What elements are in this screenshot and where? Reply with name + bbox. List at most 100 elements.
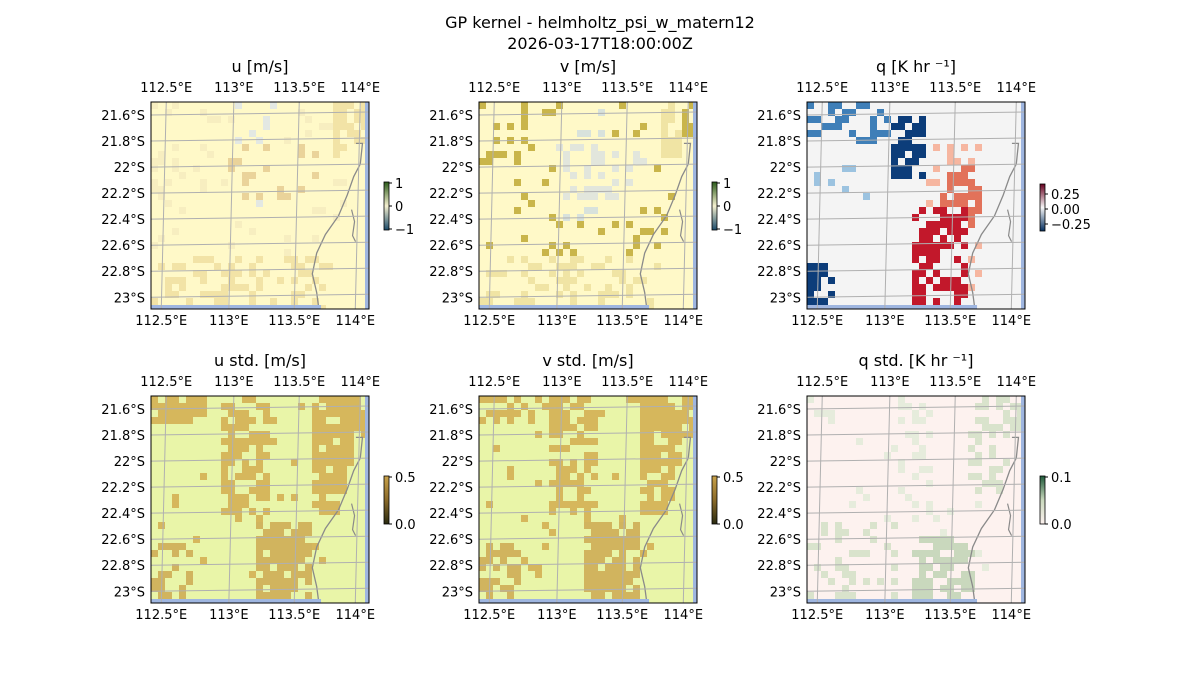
heatmap-cell [605, 291, 612, 298]
lon-tick-label-bottom: 113°E [537, 608, 577, 623]
colorbar: 1 0 −1 [383, 177, 414, 238]
heatmap-cell [319, 480, 326, 487]
heatmap-cell [249, 473, 256, 480]
heatmap-cell [228, 452, 235, 459]
heatmap-cell [193, 410, 200, 417]
heatmap-cell [912, 256, 919, 263]
lon-tick-label-bottom: 112.5°E [463, 314, 515, 329]
heatmap-cell [675, 151, 682, 158]
heatmap-cell [626, 221, 633, 228]
heatmap-cell [235, 102, 242, 109]
lon-tick-label-top: 114°E [669, 375, 709, 390]
parallel-line [151, 587, 369, 592]
heatmap-cell [577, 396, 584, 403]
parallel-line [151, 267, 369, 272]
heatmap-cell [354, 410, 361, 417]
heatmap-cell [968, 221, 975, 228]
heatmap-cell [479, 557, 486, 564]
heatmap-cell [151, 165, 158, 172]
heatmap-cell [940, 277, 947, 284]
heatmap-cell [361, 417, 368, 424]
heatmap-cell [682, 123, 689, 130]
lon-tick-label-top: 112.5°E [140, 81, 192, 96]
heatmap-cell [863, 494, 870, 501]
heatmap-cell [277, 585, 284, 592]
heatmap-cell [312, 431, 319, 438]
island-outline [678, 503, 685, 536]
heatmap-cell [340, 473, 347, 480]
heatmap-cell [228, 284, 235, 291]
heatmap-cell [640, 473, 647, 480]
heatmap-cell [989, 480, 996, 487]
colorbar-scale [711, 181, 718, 231]
heatmap-cell [340, 445, 347, 452]
heatmap-cell [870, 130, 877, 137]
heatmap-cell [549, 214, 556, 221]
heatmap-cell [605, 543, 612, 550]
heatmap-cell [158, 263, 165, 270]
heatmap-cell [479, 298, 486, 305]
heatmap-cell [968, 585, 975, 592]
heatmap-cell [500, 543, 507, 550]
heatmap-cell [549, 109, 556, 116]
heatmap-cell [905, 431, 912, 438]
heatmap-cell [619, 550, 626, 557]
axes-frame [806, 395, 1026, 604]
parallel-line [479, 587, 697, 592]
heatmap-cell [298, 529, 305, 536]
heatmap-cell [249, 487, 256, 494]
lat-tick-label: 22.6°S [101, 533, 145, 548]
heatmap-cell [912, 417, 919, 424]
heatmap-cell [333, 466, 340, 473]
lat-tick-label: 22.6°S [757, 239, 801, 254]
heatmap-cell [954, 200, 961, 207]
heatmap-cell [263, 571, 270, 578]
lat-tick-label: 22.8°S [757, 559, 801, 574]
heatmap-cell [654, 501, 661, 508]
heatmap-cell [228, 270, 235, 277]
heatmap-cell [158, 186, 165, 193]
heatmap-cell [640, 452, 647, 459]
graticule [479, 396, 697, 603]
heatmap-cell [151, 550, 158, 557]
heatmap-cell [947, 221, 954, 228]
heatmap-cell [521, 123, 528, 130]
heatmap-cell [549, 270, 556, 277]
ocean-edge-bottom [151, 599, 322, 603]
heatmap-cell [256, 543, 263, 550]
heatmap-cell [619, 557, 626, 564]
heatmap-cell [689, 431, 696, 438]
heatmap-cell [849, 550, 856, 557]
heatmap-cell [354, 417, 361, 424]
heatmap-cell [256, 137, 263, 144]
lat-tick-label: 22.6°S [757, 533, 801, 548]
heatmap-cell [598, 410, 605, 417]
heatmap-cell [947, 179, 954, 186]
heatmap-cell [333, 508, 340, 515]
heatmap-cell [563, 151, 570, 158]
heatmap-cell [863, 193, 870, 200]
heatmap-cell [675, 137, 682, 144]
meridian-line [160, 102, 167, 309]
heatmap-cell [689, 424, 696, 431]
heatmap-cell [905, 116, 912, 123]
heatmap-cell [654, 263, 661, 270]
heatmap-cell [898, 151, 905, 158]
heatmap-cell [668, 144, 675, 151]
heatmap-cell [933, 543, 940, 550]
heatmap-cell [165, 543, 172, 550]
heatmap-cell [905, 158, 912, 165]
heatmap-cell [319, 557, 326, 564]
meridian-line [682, 396, 689, 603]
heatmap-cell [528, 200, 535, 207]
heatmap-cell [968, 207, 975, 214]
heatmap-cell [556, 291, 563, 298]
heatmap-cell [514, 158, 521, 165]
heatmap-cell [835, 529, 842, 536]
heatmap-cell [158, 410, 165, 417]
heatmap-cell [926, 242, 933, 249]
heatmap-cell [912, 249, 919, 256]
heatmap-cell [249, 438, 256, 445]
heatmap-cell [584, 571, 591, 578]
parallel-line [807, 267, 1025, 272]
